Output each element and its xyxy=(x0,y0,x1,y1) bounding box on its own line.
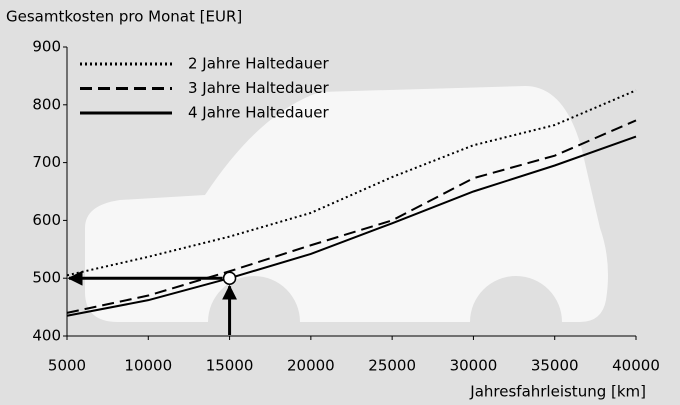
y-tick-label: 500 xyxy=(32,269,61,287)
x-tick-label: 5000 xyxy=(48,357,86,375)
chart: Gesamtkosten pro Monat [EUR] Jahresfahrl… xyxy=(0,0,680,405)
y-tick-label: 800 xyxy=(32,95,61,113)
y-tick-label: 700 xyxy=(32,153,61,171)
y-tick-label: 400 xyxy=(32,327,61,345)
x-tick-label: 40000 xyxy=(612,357,660,375)
legend-label: 2 Jahre Haltedauer xyxy=(188,55,329,73)
x-tick-label: 10000 xyxy=(124,357,172,375)
x-tick-label: 20000 xyxy=(287,357,335,375)
x-tick-label: 30000 xyxy=(450,357,498,375)
x-tick-label: 25000 xyxy=(368,357,416,375)
x-tick-label: 35000 xyxy=(531,357,579,375)
y-tick-label: 900 xyxy=(32,38,61,56)
chart-title: Gesamtkosten pro Monat [EUR] xyxy=(6,8,242,26)
x-axis-title: Jahresfahrleistung [km] xyxy=(469,383,646,401)
legend-label: 3 Jahre Haltedauer xyxy=(188,79,329,97)
legend-label: 4 Jahre Haltedauer xyxy=(188,104,329,122)
x-tick-label: 15000 xyxy=(206,357,254,375)
y-tick-label: 600 xyxy=(32,211,61,229)
marker-point xyxy=(224,272,236,284)
